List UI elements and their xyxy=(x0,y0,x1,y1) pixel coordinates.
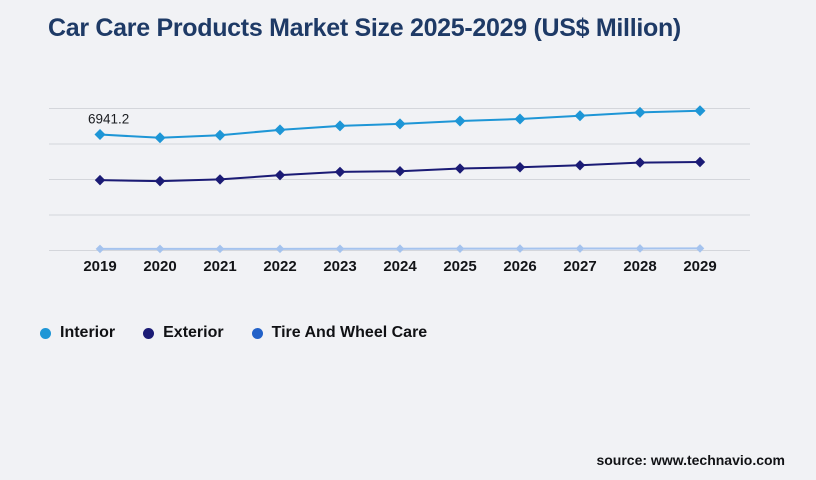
marker-tire-and-wheel-care xyxy=(275,244,285,254)
legend-label-interior: Interior xyxy=(60,324,116,341)
x-tick-label: 2025 xyxy=(443,258,476,275)
marker-tire-and-wheel-care xyxy=(635,244,645,253)
legend-item-exterior: Exterior xyxy=(143,324,224,342)
marker-exterior xyxy=(574,160,586,171)
marker-tire-and-wheel-care xyxy=(155,244,165,254)
marker-interior xyxy=(694,105,706,117)
x-tick-label: 2023 xyxy=(323,258,356,275)
marker-exterior xyxy=(274,169,286,181)
marker-interior xyxy=(94,129,106,141)
marker-interior xyxy=(574,110,586,122)
marker-exterior xyxy=(154,175,166,187)
legend-label-tire-and-wheel-care: Tire And Wheel Care xyxy=(271,324,428,341)
x-tick-label: 2026 xyxy=(503,258,536,275)
legend-item-interior: Interior xyxy=(40,324,115,342)
marker-tire-and-wheel-care xyxy=(455,244,465,253)
marker-tire-and-wheel-care xyxy=(515,244,525,253)
legend-dot-interior xyxy=(40,327,51,339)
marker-interior xyxy=(154,132,166,144)
marker-interior xyxy=(394,118,406,130)
marker-tire-and-wheel-care xyxy=(95,244,105,254)
chart-legend: Interior Exterior Tire And Wheel Care xyxy=(40,324,427,342)
marker-interior xyxy=(514,113,526,125)
x-tick-label: 2024 xyxy=(383,258,417,275)
marker-exterior xyxy=(214,174,226,185)
x-tick-label: 2028 xyxy=(623,258,656,275)
x-tick-label: 2019 xyxy=(83,258,116,275)
legend-item-tire-and-wheel-care: Tire And Wheel Care xyxy=(251,324,428,342)
marker-tire-and-wheel-care xyxy=(335,244,345,254)
source-credit: source: www.technavio.com xyxy=(596,452,785,468)
series-line-interior xyxy=(99,109,701,139)
marker-interior xyxy=(214,129,226,141)
marker-exterior xyxy=(694,156,706,168)
marker-tire-and-wheel-care xyxy=(575,244,585,253)
x-tick-label: 2029 xyxy=(683,258,716,275)
marker-tire-and-wheel-care xyxy=(395,244,405,254)
marker-tire-and-wheel-care xyxy=(695,244,705,253)
legend-dot-tire-and-wheel-care xyxy=(251,327,263,339)
x-tick-label: 2027 xyxy=(563,258,596,275)
marker-interior xyxy=(334,120,346,132)
x-tick-label: 2021 xyxy=(203,258,236,275)
first-point-value-label: 6941.2 xyxy=(88,112,129,127)
marker-exterior xyxy=(454,163,466,174)
marker-exterior xyxy=(634,157,646,168)
chart-title: Car Care Products Market Size 2025-2029 … xyxy=(48,14,681,42)
marker-exterior xyxy=(334,166,346,178)
marker-exterior xyxy=(94,174,106,186)
marker-interior xyxy=(454,115,466,127)
series-line-exterior xyxy=(99,160,701,183)
legend-label-exterior: Exterior xyxy=(163,324,224,341)
marker-interior xyxy=(274,124,286,136)
marker-exterior xyxy=(514,162,526,173)
x-tick-label: 2020 xyxy=(143,258,176,275)
marker-tire-and-wheel-care xyxy=(215,244,225,254)
marker-exterior xyxy=(394,166,406,177)
legend-dot-exterior xyxy=(143,327,155,339)
series-line-tire-and-wheel-care xyxy=(100,247,701,250)
marker-interior xyxy=(634,106,646,118)
x-tick-label: 2022 xyxy=(263,258,296,275)
